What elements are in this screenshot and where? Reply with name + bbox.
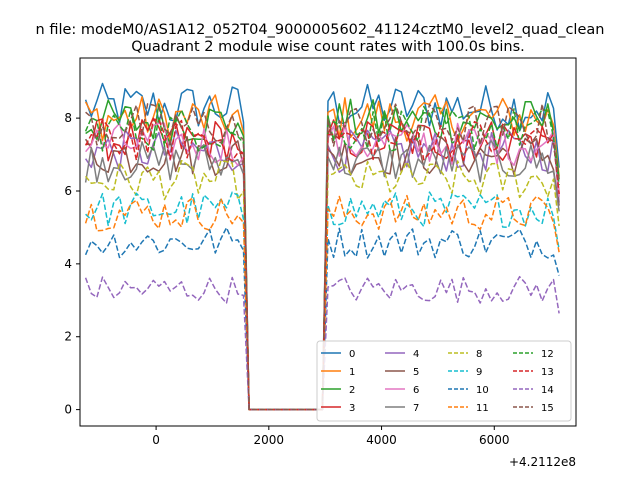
- legend-label-0: 0: [349, 349, 355, 360]
- legend-label-7: 7: [413, 403, 419, 414]
- x-ticks: 0 2000 4000 6000: [152, 426, 510, 447]
- legend-label-4: 4: [413, 349, 419, 360]
- y-tick-label: 2: [64, 330, 72, 344]
- x-tick-label: 6000: [479, 433, 510, 447]
- x-offset-label: +4.2112e8: [509, 455, 576, 469]
- y-tick-label: 6: [64, 184, 72, 198]
- axes-frame: [79, 57, 577, 427]
- x-tick-label: 4000: [366, 433, 397, 447]
- figure-suptitle: n file: modeM0/AS1A12_052T04_9000005602_…: [36, 22, 605, 38]
- x-tick-label: 2000: [254, 433, 285, 447]
- y-tick-label: 0: [64, 403, 72, 417]
- series-line-11: [84, 194, 560, 411]
- y-ticks: 0 2 4 6 8: [64, 111, 80, 417]
- legend-label-1: 1: [349, 367, 355, 378]
- legend-label-10: 10: [476, 385, 489, 396]
- legend-label-9: 9: [476, 367, 482, 378]
- legend-label-3: 3: [349, 403, 355, 414]
- legend-label-15: 15: [541, 403, 554, 414]
- legend-label-14: 14: [541, 385, 554, 396]
- legend-label-13: 13: [541, 367, 554, 378]
- legend-label-6: 6: [413, 385, 419, 396]
- legend-frame: [316, 340, 572, 422]
- y-tick-label: 8: [64, 111, 72, 125]
- axes-title: Quadrant 2 module wise count rates with …: [131, 39, 525, 55]
- y-tick-label: 4: [64, 257, 72, 271]
- legend-label-12: 12: [541, 349, 554, 360]
- legend-label-8: 8: [476, 349, 482, 360]
- legend-label-5: 5: [413, 367, 419, 378]
- legend-label-2: 2: [349, 385, 355, 396]
- x-tick-label: 0: [152, 433, 160, 447]
- legend-label-11: 11: [476, 403, 489, 414]
